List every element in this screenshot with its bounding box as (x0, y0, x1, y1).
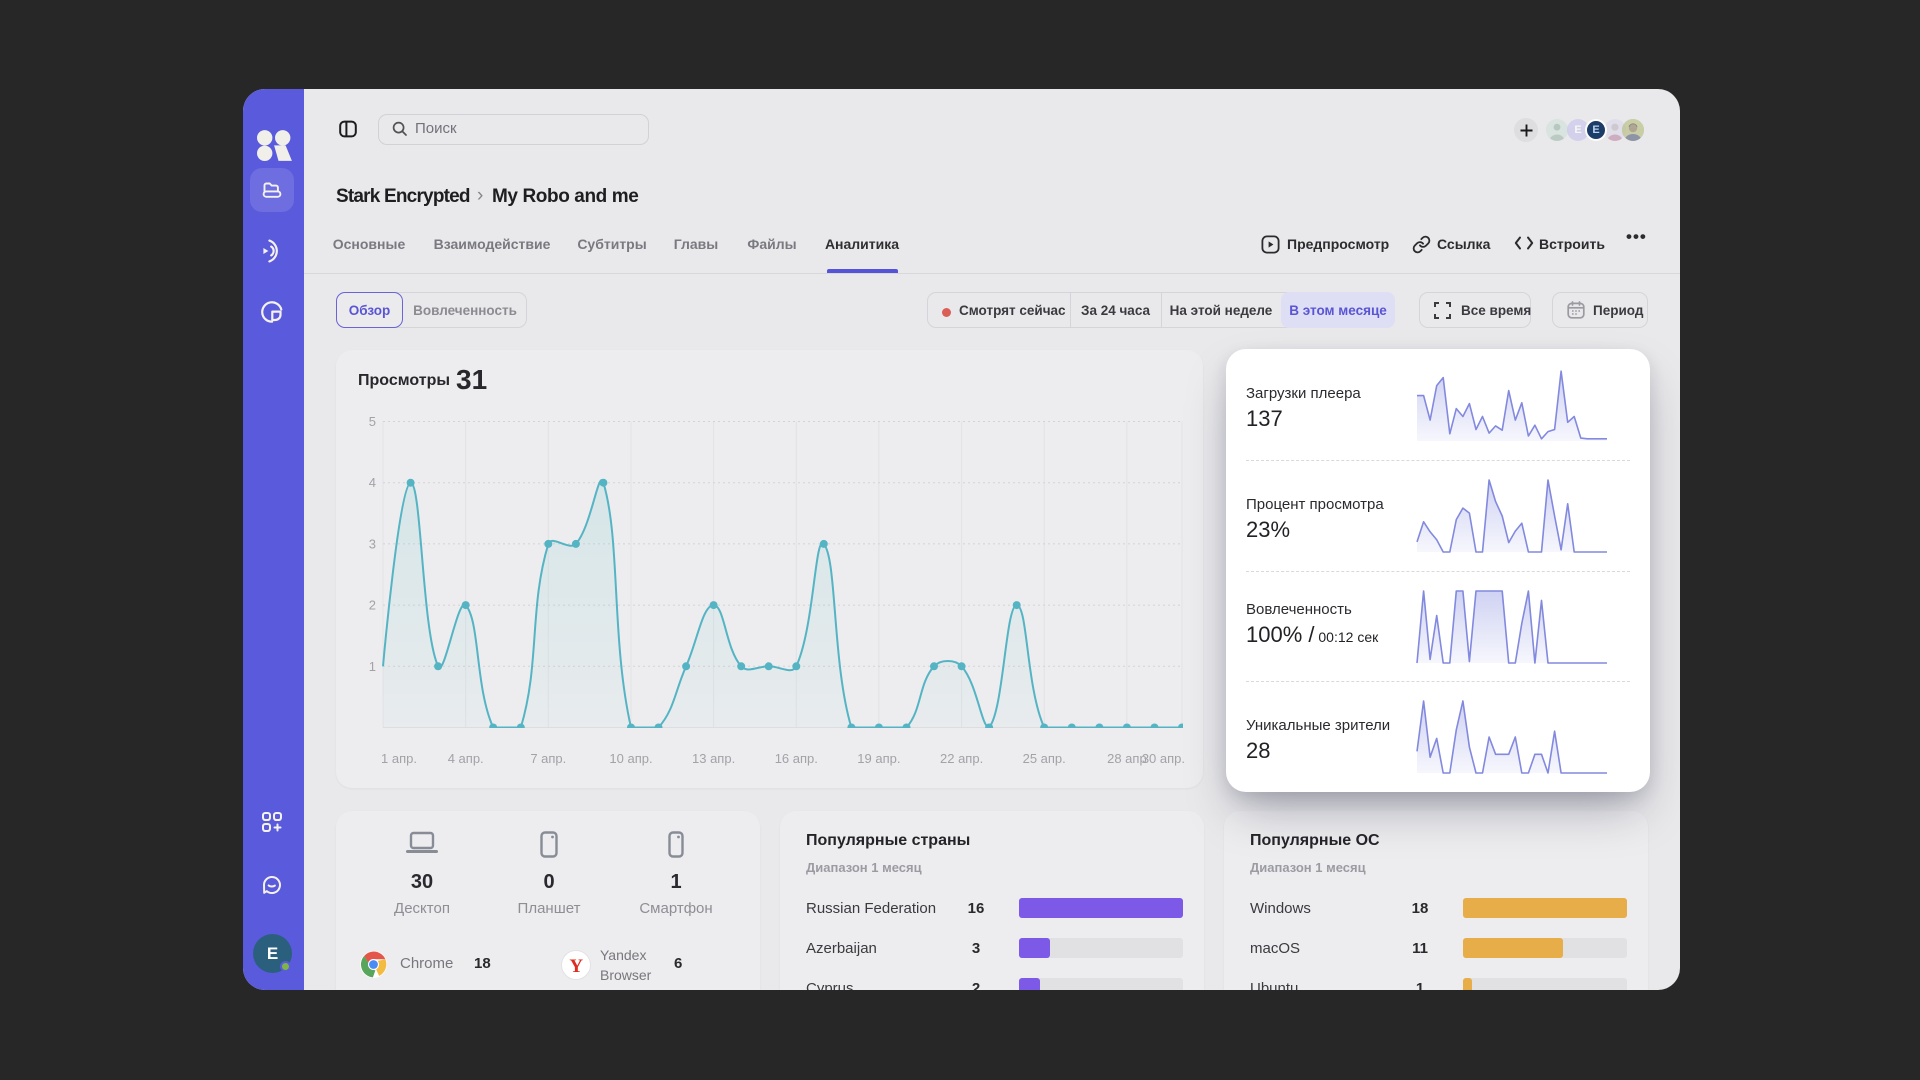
svg-text:25 апр.: 25 апр. (1023, 751, 1066, 766)
svg-text:1 апр.: 1 апр. (381, 751, 417, 766)
svg-text:Y: Y (569, 956, 583, 977)
svg-text:10 апр.: 10 апр. (609, 751, 652, 766)
svg-text:13 апр.: 13 апр. (692, 751, 735, 766)
svg-text:28 апр: 28 апр (1107, 751, 1147, 766)
svg-text:7 апр.: 7 апр. (530, 751, 566, 766)
svg-text:1: 1 (369, 659, 376, 674)
svg-text:30 апр.: 30 апр. (1142, 751, 1185, 766)
svg-text:3: 3 (369, 536, 376, 551)
svg-text:4 апр.: 4 апр. (448, 751, 484, 766)
svg-text:5: 5 (369, 414, 376, 429)
svg-text:4: 4 (369, 475, 376, 490)
svg-text:16 апр.: 16 апр. (775, 751, 818, 766)
svg-text:2: 2 (369, 598, 376, 613)
svg-text:19 апр.: 19 апр. (857, 751, 900, 766)
svg-text:22 апр.: 22 апр. (940, 751, 983, 766)
